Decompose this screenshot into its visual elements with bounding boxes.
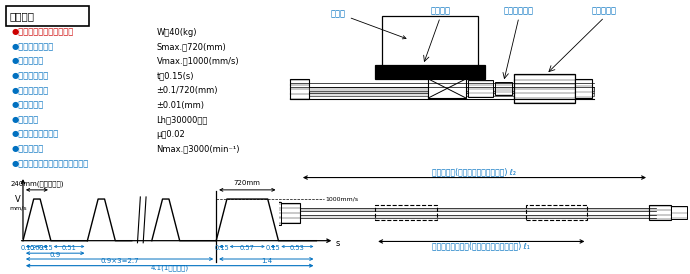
Text: ●加減速時時間: ●加減速時時間 [11, 71, 48, 80]
Text: 0.09: 0.09 [30, 245, 44, 251]
Bar [300, 208, 655, 211]
Text: 使用条件: 使用条件 [10, 11, 34, 21]
Bar [290, 87, 594, 93]
Text: ●ワークとテーブルの質量: ●ワークとテーブルの質量 [11, 28, 73, 36]
Bar [269, 202, 281, 225]
Text: mm/s: mm/s [9, 206, 27, 211]
Bar [495, 82, 512, 95]
Text: 0.57: 0.57 [240, 245, 255, 251]
Bar [290, 79, 308, 99]
Text: ●最大ストローク: ●最大ストローク [11, 42, 53, 51]
Text: 0.53: 0.53 [290, 245, 305, 251]
Text: 1000mm/s: 1000mm/s [325, 196, 358, 202]
Bar [514, 74, 575, 103]
Text: ●直動案内摩擦係数: ●直動案内摩擦係数 [11, 130, 59, 139]
Text: 0.15: 0.15 [21, 245, 36, 251]
Text: 720mm: 720mm [234, 180, 261, 186]
Text: t＝0.15(s): t＝0.15(s) [157, 71, 194, 80]
Bar [375, 205, 437, 221]
Bar [671, 207, 687, 219]
Text: ±0.1/720(mm): ±0.1/720(mm) [157, 86, 218, 95]
Text: カップリング: カップリング [504, 6, 534, 15]
Text: 0.15: 0.15 [214, 245, 229, 251]
Text: W＝40(kg): W＝40(kg) [157, 28, 197, 36]
Bar [382, 16, 478, 66]
Bar [6, 6, 90, 26]
Text: ●駆動モータ: ●駆動モータ [11, 144, 43, 153]
Text: 荷重作用点間距離(座屈荷重：固定－固定) ℓ₁: 荷重作用点間距離(座屈荷重：固定－固定) ℓ₁ [433, 242, 530, 251]
Bar [290, 93, 594, 96]
Text: 駆動モータ: 駆動モータ [592, 6, 617, 15]
Bar [575, 79, 593, 98]
Text: Lh＝30000時間: Lh＝30000時間 [157, 115, 208, 124]
Text: 0.9×3=2.7: 0.9×3=2.7 [100, 258, 139, 264]
Text: Nmax.＝3000(min⁻¹): Nmax.＝3000(min⁻¹) [157, 144, 240, 153]
Text: 0.9: 0.9 [50, 252, 61, 258]
Text: μ＝0.02: μ＝0.02 [157, 130, 185, 139]
Text: Smax.＝720(mm): Smax.＝720(mm) [157, 42, 226, 51]
Text: ワーク: ワーク [331, 9, 406, 39]
Text: 0.15: 0.15 [38, 245, 53, 251]
Bar [649, 205, 671, 220]
Bar [526, 205, 587, 221]
Text: Vmax.＝1000(mm/s): Vmax.＝1000(mm/s) [157, 57, 239, 66]
Text: 0.51: 0.51 [62, 245, 77, 251]
Bar [300, 215, 655, 218]
Text: s: s [335, 239, 340, 248]
Text: ●希望寿命: ●希望寿命 [11, 115, 39, 124]
Text: 1.4: 1.4 [261, 258, 272, 264]
Text: ±0.01(mm): ±0.01(mm) [157, 101, 204, 110]
Text: 支持間距離(危険速度：固定－支持) ℓ₂: 支持間距離(危険速度：固定－支持) ℓ₂ [433, 167, 516, 176]
Text: ●デューティサイクルモデル線図: ●デューティサイクルモデル線図 [11, 159, 88, 168]
Text: V: V [15, 195, 21, 204]
Text: ●繰返し精度: ●繰返し精度 [11, 101, 43, 110]
Text: ●早送り速度: ●早送り速度 [11, 57, 43, 66]
Bar [308, 87, 594, 91]
Bar [375, 65, 484, 79]
Text: 240mm(ストローク): 240mm(ストローク) [10, 180, 63, 187]
Bar [468, 80, 493, 98]
Text: 4.1(1サイクル): 4.1(1サイクル) [150, 265, 189, 272]
Text: テーブル: テーブル [431, 6, 451, 15]
Text: 0.15: 0.15 [266, 245, 280, 251]
Bar [428, 79, 466, 98]
Bar [279, 203, 300, 223]
Text: ●位置決め精度: ●位置決め精度 [11, 86, 48, 95]
